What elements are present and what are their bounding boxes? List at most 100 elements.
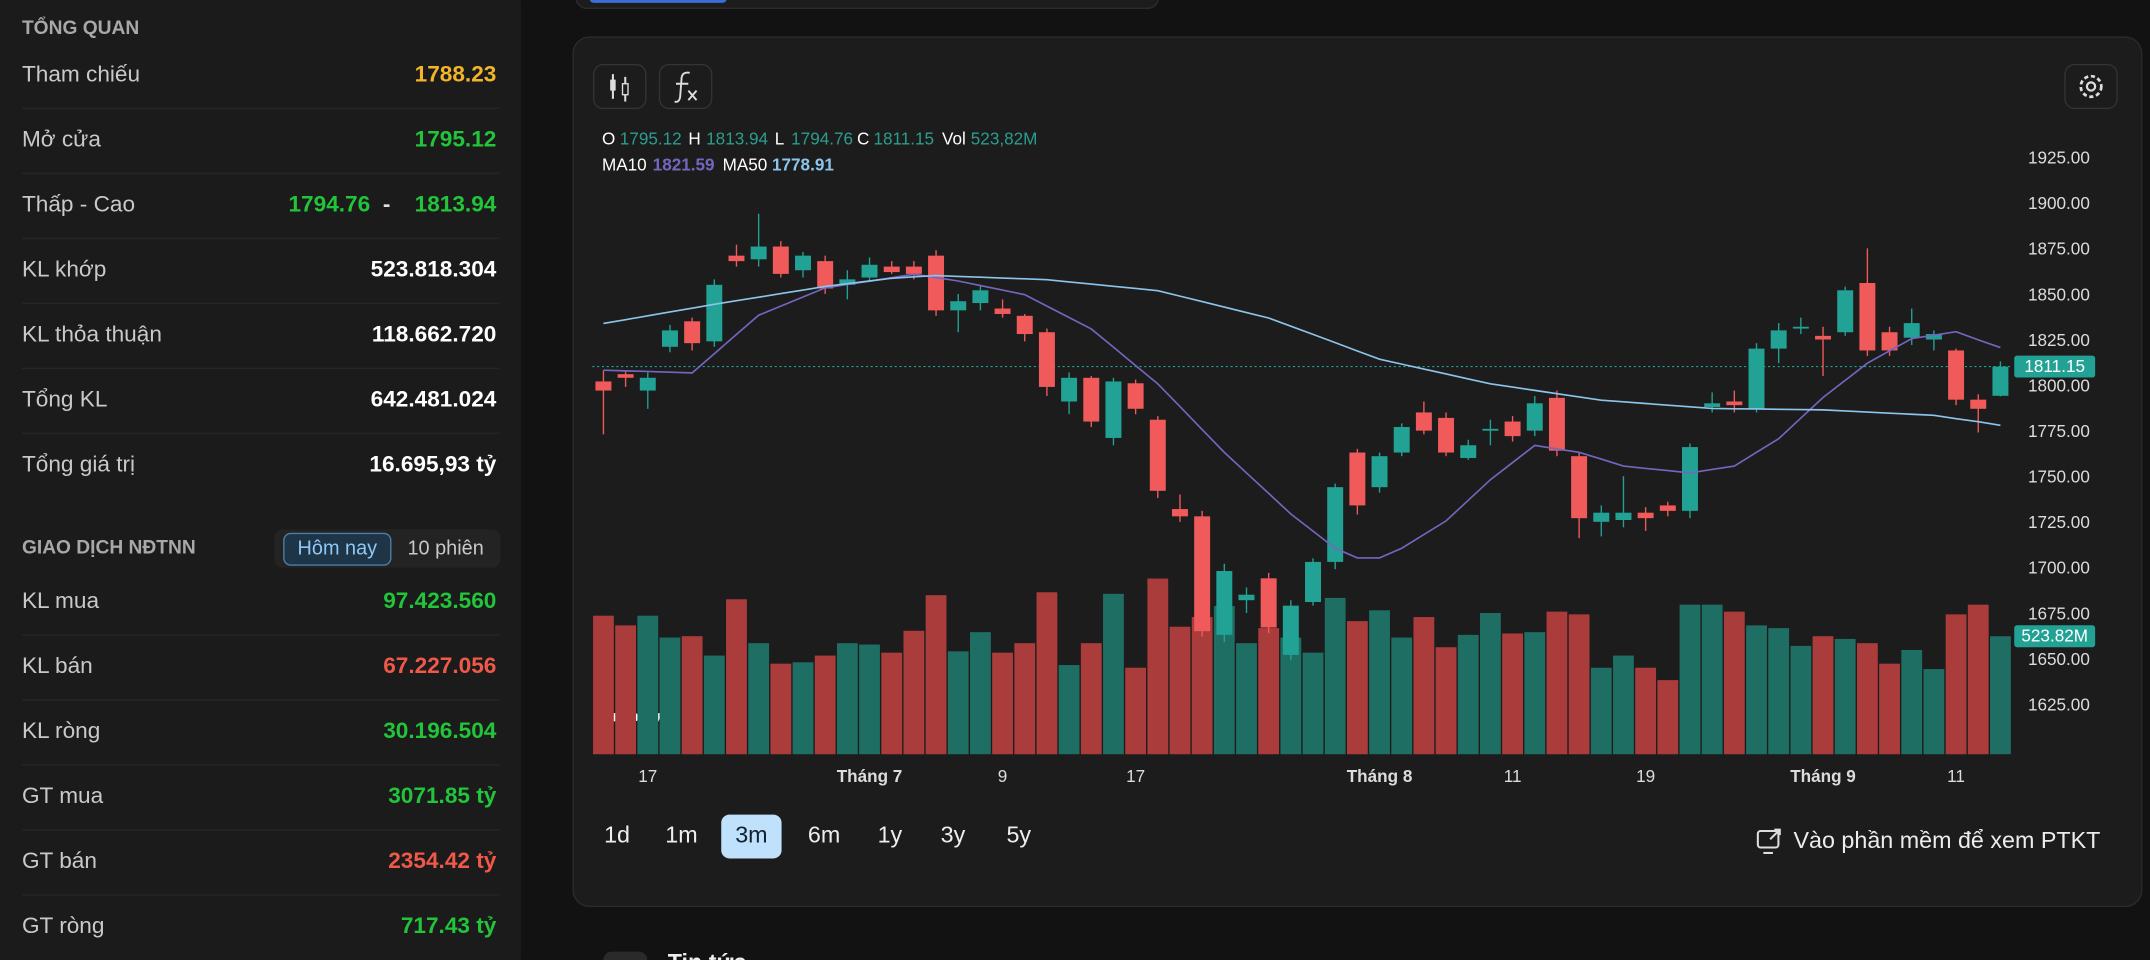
candle-body [1925,334,1942,340]
candle-body [1948,350,1965,400]
row-value: 118.662.720 [372,321,496,346]
sidebar [0,0,522,960]
ma-line [603,274,2001,427]
row-value: 67.227.056 [383,653,496,678]
candle-body [1482,428,1499,431]
section-title: GIAO DỊCH NĐTNN [22,538,196,559]
volume-bar [1990,636,2011,755]
candle-body [661,330,678,347]
price-tag [2014,355,2096,378]
legend-text: L [775,128,785,148]
volume-bar [836,643,858,755]
x-tick-label: 11 [1947,766,1965,786]
volume-bar [1723,611,1745,755]
row-value: 523.818.304 [371,256,497,281]
row-value: 642.481.024 [371,386,497,411]
candle-body [1837,290,1854,333]
candle-body [1061,377,1078,402]
range-button[interactable]: 6m [808,822,840,848]
legend-text: 523,82M [971,128,1038,148]
volume-bar [1945,614,1967,755]
candle-body [1371,456,1388,488]
volume-bar [1435,647,1457,755]
row-label: Mở cửa [22,126,101,151]
y-tick-label: 1850.00 [2028,284,2090,304]
candle-body [1105,381,1122,438]
y-tick-label: 1775.00 [2028,421,2090,441]
tab[interactable]: Hôm nay [298,537,378,559]
volume-bar [1302,652,1324,755]
candle-body [1460,445,1477,459]
candle-body [1704,403,1721,407]
volume-bar [792,662,814,755]
volume-bar [681,636,703,755]
candle-body [1659,505,1676,511]
candle-body [861,264,878,278]
row-label: Tổng KL [22,386,107,411]
x-tick-label: 11 [1504,766,1522,786]
range-active[interactable] [721,814,782,859]
range-button[interactable]: 1y [878,822,903,848]
volume-bar [1169,626,1191,755]
candle-body [1681,447,1698,511]
tab[interactable]: 10 phiên [407,537,483,559]
legend-value: 1821.59 [653,155,715,175]
x-tick-label: 19 [1636,766,1655,786]
volume-bar [1856,643,1878,755]
candle-body [1792,326,1809,329]
settings-button[interactable] [2064,63,2118,110]
candle-body [1305,561,1321,603]
candle-icon-button[interactable] [593,63,647,110]
row-label: KL mua [22,588,100,613]
row-value: 1788.23 [415,61,497,86]
candle-body [1327,487,1344,562]
volume-bar [703,655,725,755]
range-button[interactable]: 1d [604,822,630,848]
range-button[interactable]: 1m [665,822,697,848]
volume-bar [881,652,903,755]
volume-bar [1834,638,1856,755]
y-tick-label: 1825.00 [2028,330,2090,350]
volume-bar [1812,636,1834,755]
legend-text: 1795.12 [620,128,682,148]
volume-bar [925,595,947,755]
news-title: Tin tức [668,949,747,960]
range-button[interactable]: 3m [735,822,767,848]
range-button[interactable]: 3y [941,822,966,848]
external-link-icon[interactable] [1756,828,1781,854]
candle-body [1859,283,1876,351]
indicator-button[interactable] [658,63,713,110]
legend-value: 1778.91 [772,155,834,175]
row-separator: - [383,191,391,216]
candle-body [1526,403,1543,431]
candle-body [1238,594,1255,601]
volume-bar [1746,625,1767,755]
candle-body [1970,399,1987,409]
volume-bar [1147,578,1169,755]
candle-body [1083,377,1100,422]
volume-bar [659,637,681,755]
y-tick-label: 1700.00 [2028,558,2090,578]
range-button[interactable]: 5y [1006,822,1031,848]
candle-body [595,381,612,391]
candle-body [839,279,856,285]
volume-bar [1546,611,1568,755]
row-value: 2354.42 tỷ [388,848,497,873]
top-tab [589,0,727,3]
volume-bar [1901,649,1923,755]
candle-body [1748,348,1765,409]
legend-name: MA50 [723,155,768,175]
software-link[interactable]: Vào phần mềm để xem PTKT [1793,827,2100,853]
volume-bar [1413,617,1435,755]
candle-body [994,308,1011,314]
candle-body [1593,512,1610,522]
tab-active[interactable] [283,532,392,566]
volume-bar [947,651,969,755]
volume-bar [1635,667,1657,755]
volume-bar [637,615,659,755]
volume-bar [814,655,836,755]
legend-text: Vol [942,128,966,148]
candle-body [1194,516,1211,632]
legend-text: C [857,128,869,148]
candle-body [883,266,900,273]
